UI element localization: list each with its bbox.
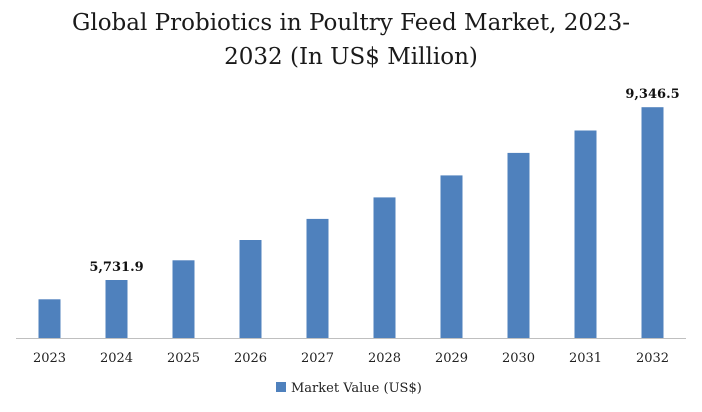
x-tick-label-2027: 2027 bbox=[301, 351, 334, 366]
bar-2026 bbox=[239, 240, 262, 338]
x-tick-label-2028: 2028 bbox=[368, 351, 401, 366]
bar-2025 bbox=[172, 260, 195, 338]
legend-swatch bbox=[276, 382, 286, 392]
x-tick-label-2032: 2032 bbox=[636, 351, 669, 366]
bar-2032 bbox=[641, 107, 664, 338]
data-label-2024: 5,731.9 bbox=[89, 260, 143, 275]
bar-2024 bbox=[105, 280, 128, 338]
chart-title-line-2: 2032 (In US$ Million) bbox=[224, 44, 478, 70]
data-label-2032: 9,346.5 bbox=[625, 87, 679, 102]
bar-2029 bbox=[440, 175, 463, 338]
bar-2028 bbox=[373, 197, 396, 338]
x-tick-label-2029: 2029 bbox=[435, 351, 468, 366]
x-tick-label-2031: 2031 bbox=[569, 351, 602, 366]
legend-label: Market Value (US$) bbox=[291, 381, 422, 396]
x-tick-label-2023: 2023 bbox=[33, 351, 66, 366]
bar-2027 bbox=[306, 218, 329, 338]
bar-2030 bbox=[507, 152, 530, 338]
bar-2031 bbox=[574, 130, 597, 338]
x-tick-label-2024: 2024 bbox=[100, 351, 133, 366]
chart-title: Global Probiotics in Poultry Feed Market… bbox=[0, 6, 702, 74]
x-tick-label-2026: 2026 bbox=[234, 351, 267, 366]
x-tick-label-2025: 2025 bbox=[167, 351, 200, 366]
x-tick-label-2030: 2030 bbox=[502, 351, 535, 366]
chart-title-line-1: Global Probiotics in Poultry Feed Market… bbox=[71, 10, 631, 36]
bar-2023 bbox=[38, 299, 61, 338]
